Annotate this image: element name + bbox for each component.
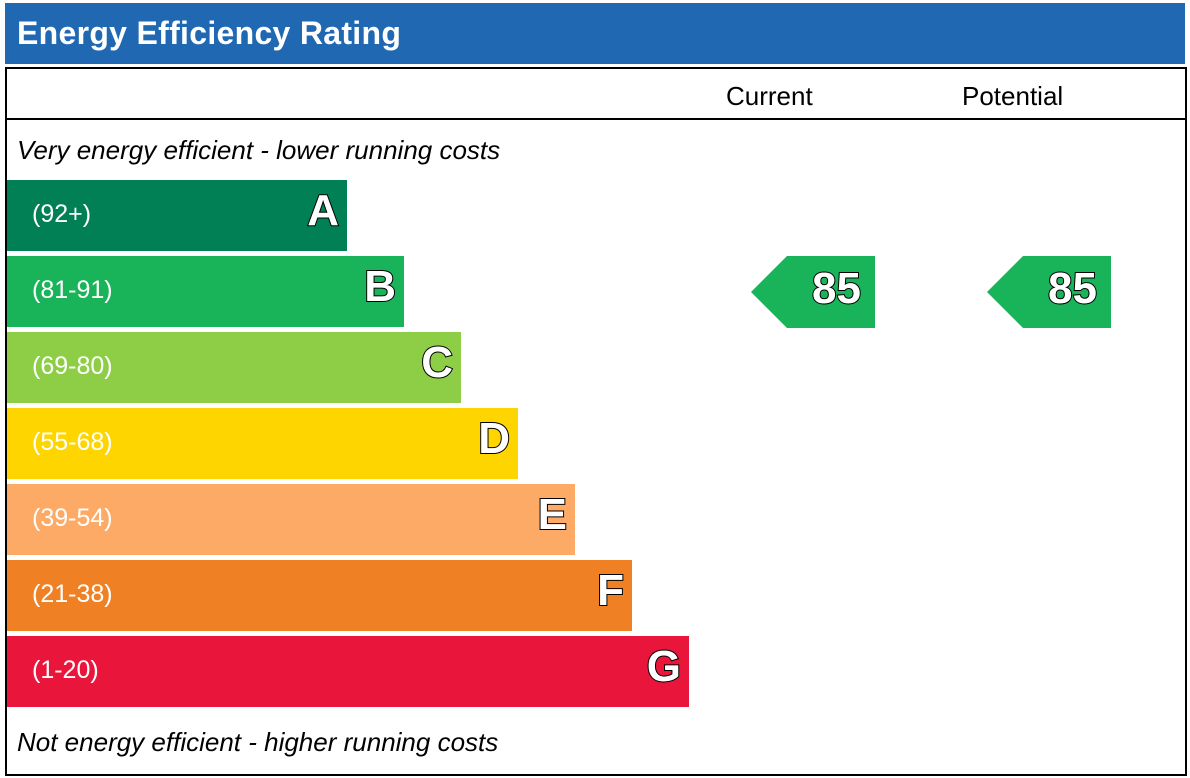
band-b: (81-91) B	[7, 256, 404, 327]
current-rating-arrow: 85	[751, 256, 875, 328]
band-letter-label: G	[646, 641, 682, 692]
chart-title: Energy Efficiency Rating	[17, 15, 402, 51]
band-letter-label: A	[306, 185, 340, 236]
column-header-potential: Potential	[962, 81, 1064, 111]
rating-frame: Current Potential Very energy efficient …	[5, 67, 1187, 776]
band-letter-label: C	[420, 337, 454, 388]
band-letter-label: D	[477, 413, 511, 464]
band-letter-label: F	[596, 565, 625, 616]
band-letter-label: E	[537, 489, 568, 540]
caption-not-efficient: Not energy efficient - higher running co…	[17, 727, 499, 757]
band-c: (69-80) C	[7, 332, 461, 403]
title-bar: Energy Efficiency Rating	[5, 3, 1185, 64]
band-g: (1-20) G	[7, 636, 689, 707]
band-range-label: (39-54)	[32, 504, 113, 532]
band-e: (39-54) E	[7, 484, 575, 555]
column-header-current: Current	[726, 81, 813, 111]
band-f: (21-38) F	[7, 560, 632, 631]
band-range-label: (1-20)	[32, 656, 99, 684]
potential-rating-value: 85	[1047, 263, 1098, 314]
band-range-label: (55-68)	[32, 428, 113, 456]
band-range-label: (92+)	[32, 200, 92, 228]
current-rating-value: 85	[811, 263, 862, 314]
band-a: (92+) A	[7, 180, 347, 251]
potential-rating-arrow: 85	[987, 256, 1111, 328]
header-divider	[7, 118, 1185, 120]
band-d: (55-68) D	[7, 408, 518, 479]
band-letter-label: B	[363, 261, 397, 312]
band-range-label: (69-80)	[32, 352, 113, 380]
band-range-label: (81-91)	[32, 276, 113, 304]
caption-very-efficient: Very energy efficient - lower running co…	[17, 135, 501, 165]
band-range-label: (21-38)	[32, 580, 113, 608]
